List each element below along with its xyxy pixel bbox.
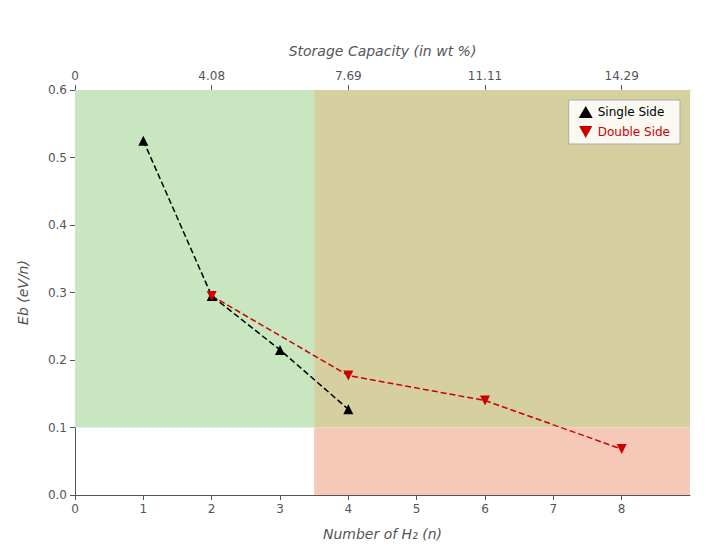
svg-text:0.6: 0.6 (48, 83, 67, 97)
svg-text:0.3: 0.3 (48, 286, 67, 300)
svg-text:0.5: 0.5 (48, 151, 67, 165)
svg-text:Number of H₂ (n): Number of H₂ (n) (323, 526, 442, 542)
svg-text:6: 6 (481, 502, 489, 516)
svg-text:5: 5 (413, 502, 421, 516)
svg-text:14.29: 14.29 (604, 69, 638, 83)
svg-text:11.11: 11.11 (468, 69, 502, 83)
svg-text:0.2: 0.2 (48, 353, 67, 367)
svg-text:Storage Capacity (in wt %): Storage Capacity (in wt %) (289, 43, 477, 59)
svg-text:8: 8 (618, 502, 626, 516)
svg-text:0: 0 (71, 502, 79, 516)
svg-text:7: 7 (550, 502, 558, 516)
svg-text:0: 0 (71, 69, 79, 83)
svg-text:0.4: 0.4 (48, 218, 67, 232)
svg-text:0.0: 0.0 (48, 488, 67, 502)
svg-text:1: 1 (140, 502, 148, 516)
svg-text:Double Side: Double Side (598, 125, 670, 139)
svg-text:0.1: 0.1 (48, 421, 67, 435)
svg-text:Single Side: Single Side (598, 105, 665, 119)
svg-text:Eb (eV/n): Eb (eV/n) (15, 260, 31, 325)
svg-text:4: 4 (345, 502, 353, 516)
svg-text:7.69: 7.69 (335, 69, 362, 83)
svg-text:4.08: 4.08 (198, 69, 225, 83)
svg-text:3: 3 (276, 502, 284, 516)
svg-text:2: 2 (208, 502, 216, 516)
